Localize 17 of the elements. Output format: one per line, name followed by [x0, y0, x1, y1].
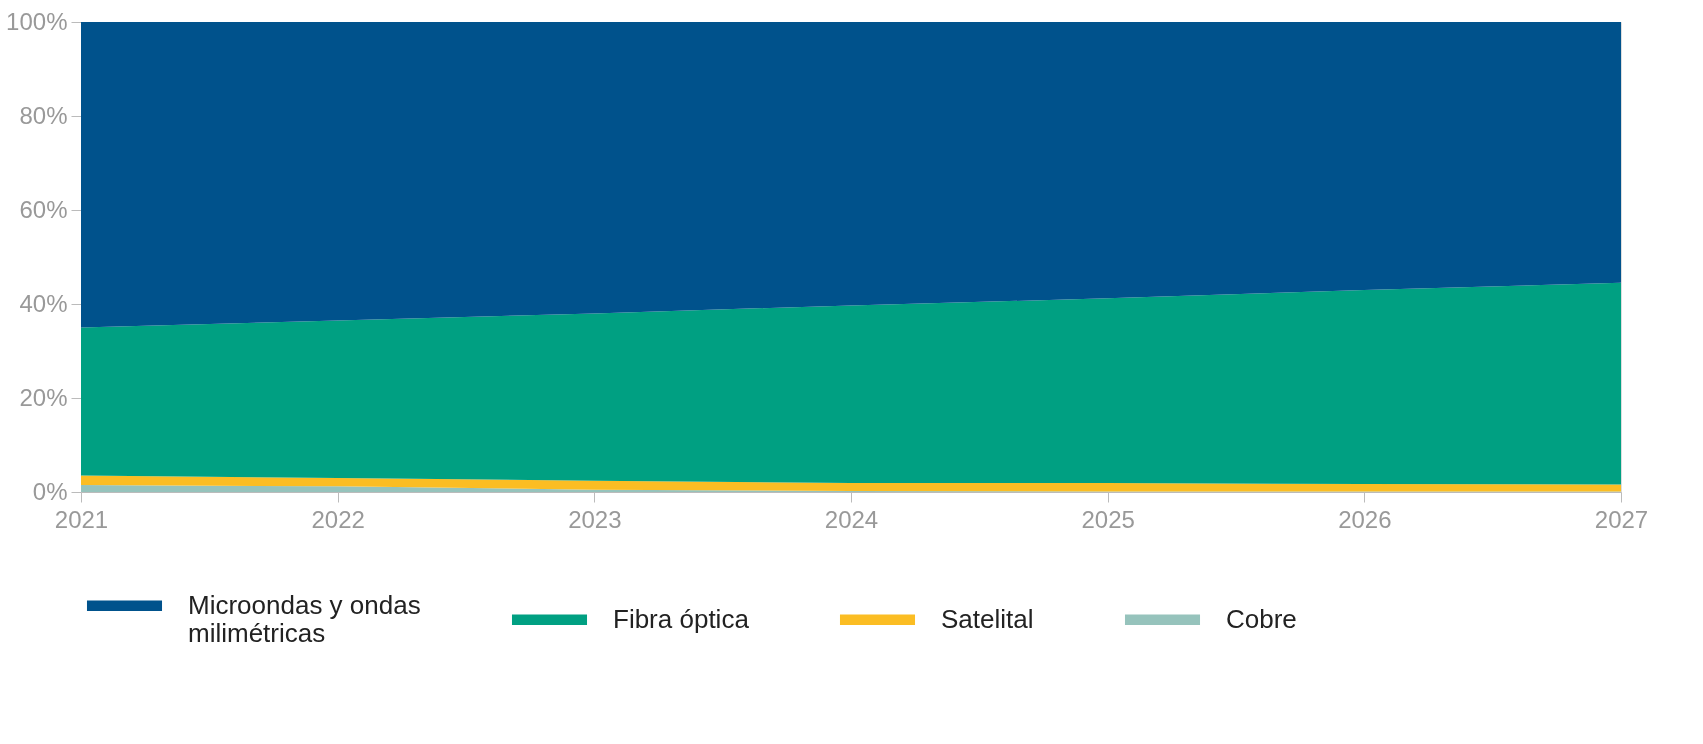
- y-tick-label: 40%: [19, 289, 68, 317]
- x-tick-label: 2022: [311, 505, 365, 533]
- x-tick-label: 2026: [1338, 505, 1392, 533]
- x-tick-label: 2024: [824, 505, 879, 533]
- legend-label: Cobre: [1226, 603, 1297, 634]
- legend-label: Fibra óptica: [613, 603, 750, 634]
- y-tick-label: 100%: [6, 7, 68, 35]
- y-tick-label: 60%: [19, 195, 68, 223]
- x-tick-label: 2027: [1594, 505, 1649, 533]
- y-tick-label: 20%: [19, 383, 68, 411]
- legend-label: Satelital: [941, 603, 1034, 634]
- x-tick-label: 2025: [1081, 505, 1135, 533]
- y-tick-label: 0%: [32, 477, 68, 505]
- x-tick-label: 2021: [54, 505, 109, 533]
- y-tick-label: 80%: [19, 101, 68, 129]
- legend-label: Microondas y ondas milimétricas: [188, 589, 421, 648]
- x-tick-label: 2023: [568, 505, 622, 533]
